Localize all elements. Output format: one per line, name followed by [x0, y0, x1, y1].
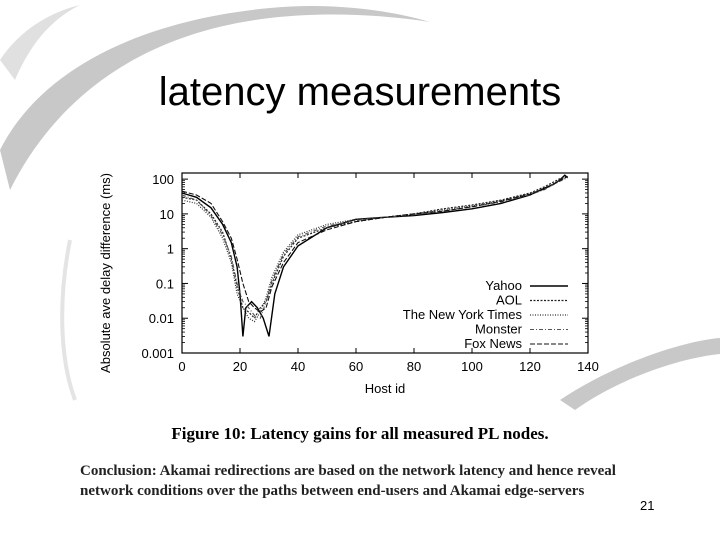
plot-frame: [181, 172, 589, 354]
page-number: 21: [640, 498, 655, 513]
conclusion-text: Conclusion: Akamai redirections are base…: [80, 463, 616, 499]
x-tick-label: 100: [461, 359, 483, 374]
series-line-4: [181, 175, 568, 313]
slide-title: latency measurements: [158, 70, 562, 114]
decorative-arc-left: [60, 239, 77, 401]
x-tick-label: 80: [407, 359, 421, 374]
y-tick-label: 0.1: [156, 276, 174, 291]
series-line-2: [181, 176, 568, 323]
chart-axes: 0 20 40 60 80 100 120 140 0.001 0.01 0.1 1 10 100 Host…: [98, 172, 599, 396]
legend-label: Yahoo: [485, 278, 522, 293]
decorative-swoosh-left: [0, 5, 80, 80]
decorative-swoosh-top: [0, 5, 430, 190]
x-tick-label: 40: [291, 359, 305, 374]
latency-chart: 0 20 40 60 80 100 120 140 0.001 0.01 0.1 1 10 100 Host…: [98, 172, 599, 396]
figure-caption: Figure 10: Latency gains for all measure…: [171, 424, 549, 443]
x-tick-label: 120: [519, 359, 541, 374]
x-tick-label: 60: [349, 359, 363, 374]
legend-label: Monster: [475, 322, 523, 337]
x-tick-label: 140: [577, 359, 599, 374]
y-tick-label: 100: [152, 172, 174, 187]
chart-series-group: [181, 174, 569, 337]
decorative-swoosh-bottom: [560, 338, 720, 410]
x-tick-label: 0: [178, 359, 185, 374]
legend-label: Fox News: [464, 336, 522, 351]
legend-label: The New York Times: [403, 307, 523, 322]
x-tick-label: 20: [233, 359, 247, 374]
x-axis-label: Host id: [365, 381, 405, 396]
y-tick-label: 0.01: [149, 311, 174, 326]
y-tick-label: 10: [160, 207, 174, 222]
y-tick-label: 1: [167, 242, 174, 257]
legend-label: AOL: [496, 293, 522, 308]
y-tick-label: 0.001: [141, 346, 174, 361]
series-line-3: [181, 177, 568, 319]
y-axis-label: Absolute ave delay difference (ms): [98, 173, 113, 373]
